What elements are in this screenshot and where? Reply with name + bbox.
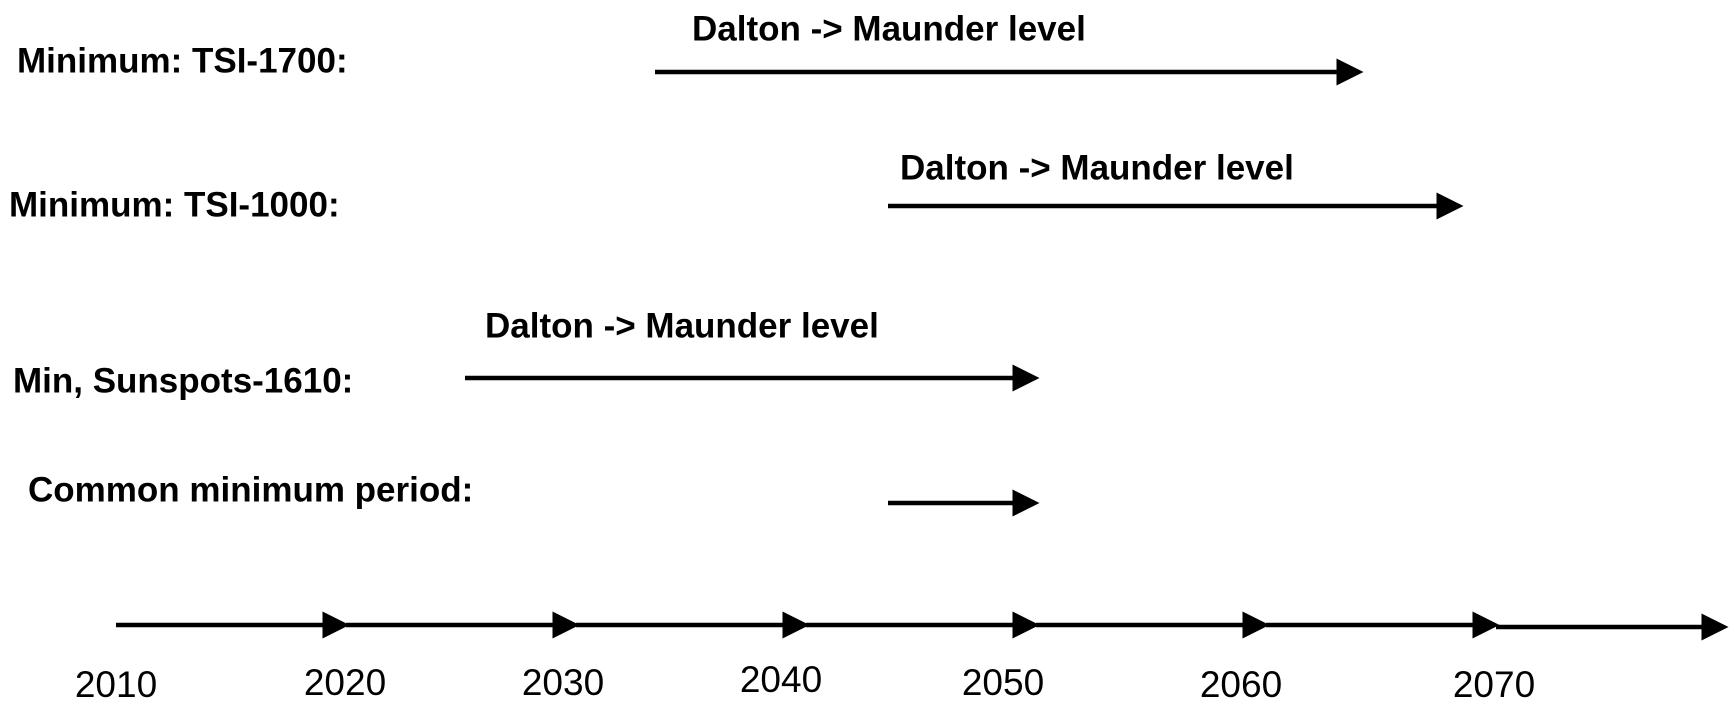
- row-label: Min, Sunspots-1610:: [13, 361, 353, 400]
- row-annotation: Dalton -> Maunder level: [485, 306, 879, 345]
- year-label: 2020: [304, 662, 386, 703]
- timeline-axis: [116, 611, 1729, 641]
- year-label: 2050: [962, 662, 1044, 703]
- row-annotation: Dalton -> Maunder level: [900, 148, 1294, 187]
- row-annotation: Dalton -> Maunder level: [692, 9, 1086, 48]
- year-label: 2040: [740, 659, 822, 700]
- row-label: Common minimum period:: [28, 470, 473, 509]
- year-label: 2030: [522, 662, 604, 703]
- year-label: 2070: [1453, 664, 1535, 703]
- row-label: Minimum: TSI-1700:: [17, 41, 348, 80]
- row-label: Minimum: TSI-1000:: [9, 185, 340, 224]
- year-label: 2010: [75, 664, 157, 703]
- year-label: 2060: [1200, 664, 1282, 703]
